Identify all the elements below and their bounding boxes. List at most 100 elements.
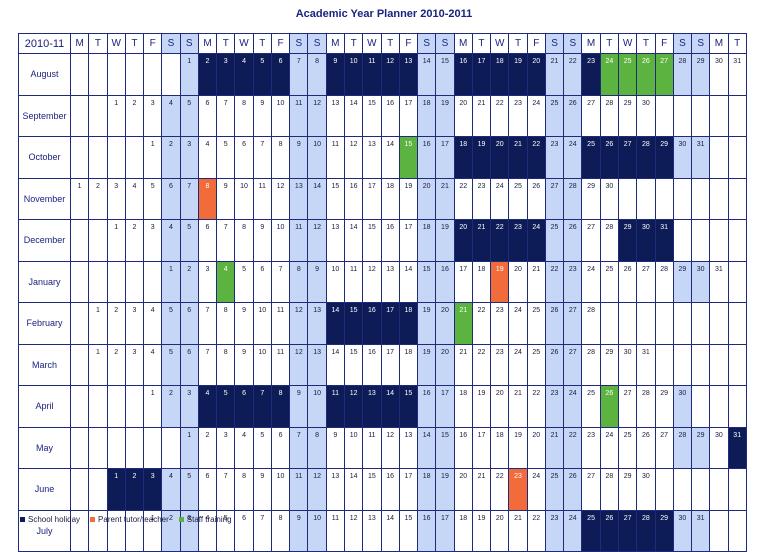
day-cell[interactable]: 2 (162, 386, 180, 428)
day-cell[interactable]: 9 (326, 427, 344, 469)
day-cell[interactable]: 6 (198, 469, 216, 511)
day-cell[interactable]: 22 (491, 95, 509, 137)
day-cell[interactable]: 30 (710, 54, 728, 96)
day-cell[interactable]: 15 (436, 427, 454, 469)
day-cell[interactable]: 13 (363, 137, 381, 179)
day-cell[interactable]: 17 (399, 95, 417, 137)
day-cell[interactable]: 14 (344, 469, 362, 511)
day-cell[interactable]: 9 (290, 137, 308, 179)
day-cell[interactable]: 31 (710, 261, 728, 303)
day-cell[interactable]: 13 (363, 386, 381, 428)
day-cell[interactable]: 29 (618, 469, 636, 511)
day-cell[interactable]: 17 (436, 510, 454, 552)
day-cell[interactable]: 10 (326, 261, 344, 303)
day-cell[interactable]: 31 (637, 344, 655, 386)
day-cell[interactable]: 24 (582, 261, 600, 303)
day-cell[interactable]: 10 (344, 54, 362, 96)
day-cell[interactable]: 10 (271, 220, 289, 262)
day-cell[interactable]: 31 (728, 427, 746, 469)
day-cell[interactable]: 25 (527, 344, 545, 386)
day-cell[interactable]: 22 (472, 303, 490, 345)
day-cell[interactable]: 23 (582, 54, 600, 96)
day-cell[interactable]: 29 (655, 510, 673, 552)
day-cell[interactable]: 30 (673, 386, 691, 428)
day-cell[interactable]: 29 (618, 95, 636, 137)
day-cell[interactable]: 20 (527, 54, 545, 96)
day-cell[interactable]: 25 (509, 178, 527, 220)
day-cell[interactable]: 12 (363, 261, 381, 303)
day-cell[interactable]: 25 (582, 386, 600, 428)
day-cell[interactable]: 7 (271, 261, 289, 303)
day-cell[interactable]: 17 (381, 303, 399, 345)
day-cell[interactable]: 29 (655, 137, 673, 179)
day-cell[interactable]: 11 (326, 137, 344, 179)
day-cell[interactable]: 16 (454, 427, 472, 469)
day-cell[interactable]: 23 (491, 303, 509, 345)
day-cell[interactable]: 8 (271, 510, 289, 552)
day-cell[interactable]: 9 (326, 54, 344, 96)
day-cell[interactable]: 17 (472, 427, 490, 469)
day-cell[interactable]: 7 (253, 137, 271, 179)
day-cell[interactable]: 24 (600, 54, 618, 96)
day-cell[interactable]: 6 (162, 178, 180, 220)
day-cell[interactable]: 19 (491, 261, 509, 303)
day-cell[interactable]: 30 (600, 178, 618, 220)
day-cell[interactable]: 27 (582, 469, 600, 511)
day-cell[interactable]: 7 (290, 54, 308, 96)
day-cell[interactable]: 11 (253, 178, 271, 220)
day-cell[interactable]: 21 (436, 178, 454, 220)
day-cell[interactable]: 14 (381, 137, 399, 179)
day-cell[interactable]: 28 (564, 178, 582, 220)
day-cell[interactable]: 8 (290, 261, 308, 303)
day-cell[interactable]: 26 (564, 95, 582, 137)
day-cell[interactable]: 16 (418, 510, 436, 552)
day-cell[interactable]: 8 (235, 220, 253, 262)
day-cell[interactable]: 22 (491, 469, 509, 511)
day-cell[interactable]: 11 (344, 261, 362, 303)
day-cell[interactable]: 21 (454, 303, 472, 345)
day-cell[interactable]: 21 (545, 427, 563, 469)
day-cell[interactable]: 24 (491, 178, 509, 220)
day-cell[interactable]: 26 (618, 261, 636, 303)
day-cell[interactable]: 13 (326, 95, 344, 137)
day-cell[interactable]: 5 (180, 220, 198, 262)
day-cell[interactable]: 15 (363, 469, 381, 511)
day-cell[interactable]: 19 (509, 427, 527, 469)
day-cell[interactable]: 30 (692, 261, 710, 303)
day-cell[interactable]: 18 (472, 261, 490, 303)
day-cell[interactable]: 27 (637, 261, 655, 303)
day-cell[interactable]: 9 (253, 95, 271, 137)
day-cell[interactable]: 7 (198, 344, 216, 386)
day-cell[interactable]: 22 (527, 510, 545, 552)
day-cell[interactable]: 6 (235, 510, 253, 552)
day-cell[interactable]: 15 (344, 344, 362, 386)
day-cell[interactable]: 2 (89, 178, 107, 220)
day-cell[interactable]: 1 (107, 469, 125, 511)
day-cell[interactable]: 29 (600, 344, 618, 386)
day-cell[interactable]: 30 (637, 469, 655, 511)
day-cell[interactable]: 8 (271, 386, 289, 428)
day-cell[interactable]: 16 (344, 178, 362, 220)
day-cell[interactable]: 14 (381, 510, 399, 552)
day-cell[interactable]: 17 (436, 137, 454, 179)
day-cell[interactable]: 20 (418, 178, 436, 220)
day-cell[interactable]: 25 (582, 510, 600, 552)
day-cell[interactable]: 19 (418, 303, 436, 345)
day-cell[interactable]: 1 (144, 137, 162, 179)
day-cell[interactable]: 14 (326, 344, 344, 386)
day-cell[interactable]: 28 (655, 261, 673, 303)
day-cell[interactable]: 4 (125, 178, 143, 220)
day-cell[interactable]: 12 (344, 510, 362, 552)
day-cell[interactable]: 2 (125, 469, 143, 511)
day-cell[interactable]: 6 (235, 386, 253, 428)
day-cell[interactable]: 5 (162, 303, 180, 345)
day-cell[interactable]: 1 (162, 261, 180, 303)
day-cell[interactable]: 27 (618, 510, 636, 552)
day-cell[interactable]: 27 (582, 95, 600, 137)
day-cell[interactable]: 16 (418, 386, 436, 428)
day-cell[interactable]: 22 (491, 220, 509, 262)
day-cell[interactable]: 19 (472, 137, 490, 179)
day-cell[interactable]: 12 (308, 220, 326, 262)
day-cell[interactable]: 7 (198, 303, 216, 345)
day-cell[interactable]: 1 (89, 303, 107, 345)
